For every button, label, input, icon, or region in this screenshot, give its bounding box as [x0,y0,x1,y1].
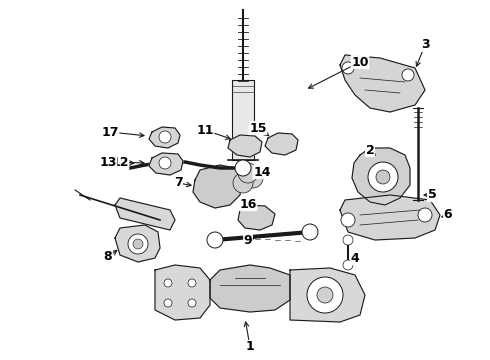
Circle shape [243,168,263,188]
Circle shape [402,69,414,81]
Text: 3: 3 [421,39,429,51]
Text: 2: 2 [366,144,374,157]
Circle shape [233,173,253,193]
Polygon shape [193,165,242,208]
Text: 6: 6 [443,208,452,221]
Polygon shape [210,265,290,312]
Polygon shape [290,268,365,322]
Circle shape [188,279,196,287]
Text: 5: 5 [428,189,437,202]
Polygon shape [238,205,275,230]
Circle shape [342,62,354,74]
Text: 15: 15 [249,122,267,135]
Text: 12: 12 [111,157,129,170]
Circle shape [164,299,172,307]
Text: 17: 17 [101,126,119,139]
Circle shape [343,235,353,245]
Circle shape [302,224,318,240]
Circle shape [207,232,223,248]
Text: 8: 8 [104,251,112,264]
Text: 13: 13 [99,156,117,168]
Circle shape [159,157,171,169]
Circle shape [238,163,258,183]
Circle shape [159,131,171,143]
Text: 1: 1 [245,341,254,354]
Polygon shape [149,127,180,148]
Polygon shape [228,135,262,157]
Circle shape [376,170,390,184]
Polygon shape [115,225,160,262]
Bar [232,80,254,160]
Polygon shape [340,195,440,240]
Text: 4: 4 [351,252,359,265]
Text: 11: 11 [196,123,214,136]
Polygon shape [115,198,175,230]
Text: 10: 10 [351,55,369,68]
Circle shape [317,287,333,303]
Circle shape [128,234,148,254]
Circle shape [343,260,353,270]
Polygon shape [155,265,210,320]
Text: 7: 7 [173,176,182,189]
Circle shape [418,208,432,222]
Circle shape [235,160,251,176]
Text: 16: 16 [239,198,257,211]
Circle shape [133,239,143,249]
Text: 14: 14 [253,166,271,179]
Text: 9: 9 [244,234,252,247]
Circle shape [341,213,355,227]
Circle shape [368,162,398,192]
Polygon shape [149,153,183,175]
Circle shape [307,277,343,313]
Polygon shape [352,148,410,205]
Polygon shape [340,55,425,112]
Circle shape [188,299,196,307]
Circle shape [164,279,172,287]
Polygon shape [265,133,298,155]
